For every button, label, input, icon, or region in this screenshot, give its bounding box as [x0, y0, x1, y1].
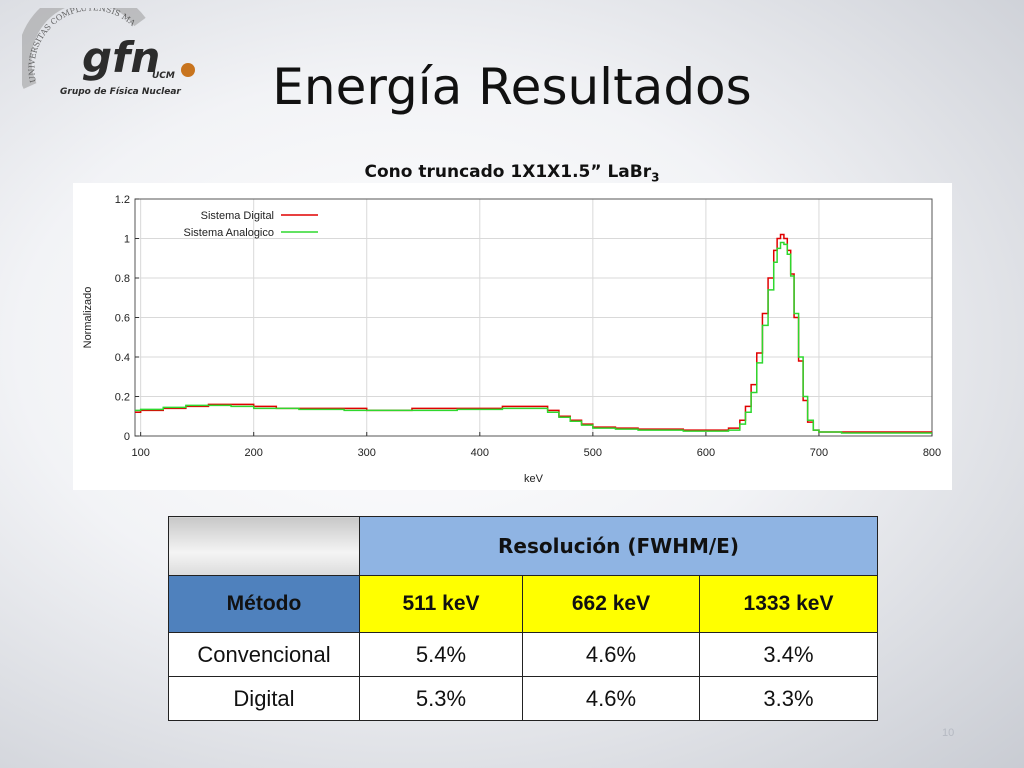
value-cell: 5.3% [359, 676, 523, 721]
y-tick-label: 0.4 [115, 352, 130, 364]
value-cell: 3.4% [699, 632, 878, 677]
y-axis-label: Normalizado [82, 287, 94, 349]
legend-label: Sistema Analogico [184, 227, 275, 239]
chart-title-subscript: 3 [651, 170, 660, 185]
logo-tagline: Grupo de Física Nuclear [60, 87, 181, 97]
energy-header-662: 662 keV [522, 575, 700, 633]
method-header: Método [168, 575, 360, 633]
logo-name: gfn [82, 33, 160, 82]
y-tick-label: 0.6 [115, 313, 130, 325]
page-number: 10 [942, 727, 955, 739]
method-cell: Convencional [168, 632, 360, 677]
table-corner [168, 516, 360, 576]
gfn-ucm-logo: UNIVERSITAS COMPLUTENSIS MATRITENSIS gfn… [22, 8, 195, 97]
logo-suffix: UCM [152, 71, 175, 81]
y-tick-label: 0 [124, 431, 130, 443]
x-tick-label: 400 [471, 447, 489, 459]
x-tick-label: 500 [584, 447, 602, 459]
table-row: Digital 5.3% 4.6% 3.3% [168, 676, 878, 721]
value-cell: 3.3% [699, 676, 878, 721]
y-tick-label: 1 [124, 234, 130, 246]
series-line-digital [135, 233, 932, 433]
x-tick-label: 700 [810, 447, 828, 459]
value-cell: 4.6% [522, 676, 700, 721]
chart-title-main: Cono truncado 1X1X1.5” LaBr [364, 162, 652, 182]
slide-title: Energía Resultados [272, 58, 752, 116]
x-tick-label: 300 [358, 447, 376, 459]
series-line-analogico [135, 241, 932, 434]
legend-label: Sistema Digital [201, 210, 274, 222]
y-tick-label: 1.2 [115, 194, 130, 206]
chart-title: Cono truncado 1X1X1.5” LaBr3 [0, 162, 1024, 184]
x-tick-label: 100 [131, 447, 149, 459]
x-tick-label: 200 [245, 447, 263, 459]
y-tick-label: 0.2 [115, 392, 130, 404]
table-row: Convencional 5.4% 4.6% 3.4% [168, 632, 878, 677]
x-axis-label: keV [524, 473, 544, 485]
value-cell: 4.6% [522, 632, 700, 677]
method-cell: Digital [168, 676, 360, 721]
resolution-table: Resolución (FWHM/E) Método 511 keV 662 k… [168, 516, 878, 721]
resolution-header: Resolución (FWHM/E) [359, 516, 878, 576]
x-tick-label: 800 [923, 447, 941, 459]
value-cell: 5.4% [359, 632, 523, 677]
x-tick-label: 600 [697, 447, 715, 459]
energy-header-1333: 1333 keV [699, 575, 878, 633]
energy-header-511: 511 keV [359, 575, 523, 633]
spectrum-chart-svg: 100 200 300 400 500 600 700 800 0 0.2 0.4 0.6 0.8 1 1.… [82, 194, 941, 485]
y-tick-label: 0.8 [115, 273, 130, 285]
spectrum-chart: 100 200 300 400 500 600 700 800 0 0.2 0.4 0.6 0.8 1 1.… [73, 183, 952, 490]
